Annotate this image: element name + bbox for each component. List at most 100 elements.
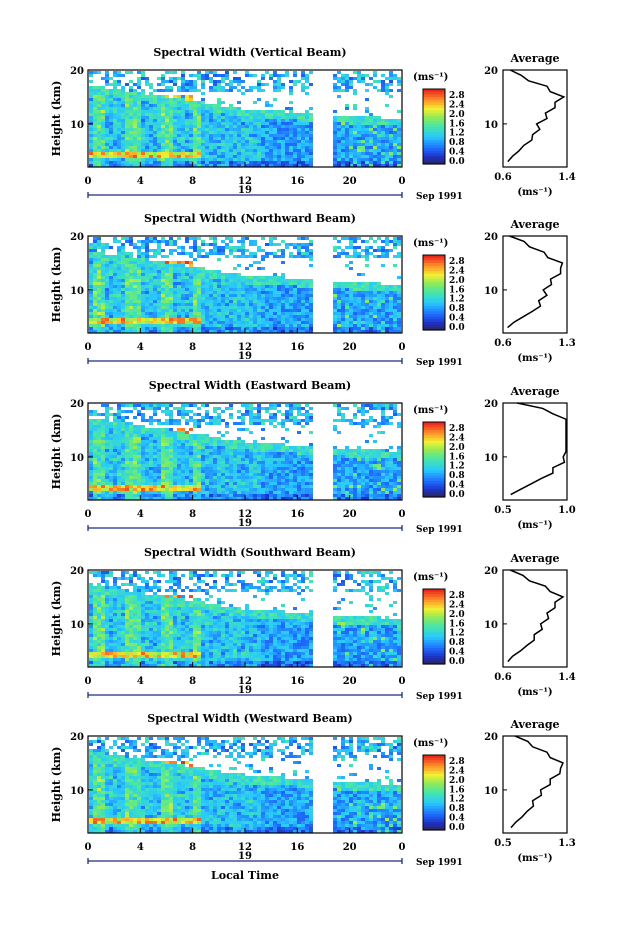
heatmap-cell — [189, 149, 193, 152]
heatmap-cell — [337, 431, 341, 434]
heatmap-cell — [121, 276, 125, 279]
heatmap-cell — [369, 246, 373, 249]
heatmap-cell — [297, 128, 301, 131]
heatmap-cell — [333, 464, 337, 467]
heatmap-cell — [145, 455, 149, 458]
heatmap-cell — [213, 470, 217, 473]
heatmap-cell — [381, 83, 385, 86]
heatmap-cell — [389, 464, 393, 467]
heatmap-cell — [141, 255, 145, 258]
heatmap-cell — [129, 279, 133, 282]
heatmap-cell — [393, 155, 397, 158]
heatmap-cell — [125, 113, 129, 116]
heatmap-cell — [101, 146, 105, 149]
heatmap-cell — [149, 240, 153, 243]
heatmap-cell — [117, 449, 121, 452]
heatmap-cell — [197, 285, 201, 288]
heatmap-cell — [157, 155, 161, 158]
heatmap-cell — [213, 446, 217, 449]
heatmap-cell — [345, 158, 349, 161]
heatmap-cell — [121, 155, 125, 158]
heatmap-cell — [129, 443, 133, 446]
heatmap-cell — [121, 425, 125, 428]
x-tick-label: 16 — [290, 176, 304, 187]
heatmap-cell — [173, 240, 177, 243]
heatmap-cell — [337, 404, 341, 407]
heatmap-cell — [381, 461, 385, 464]
heatmap-cell — [169, 413, 173, 416]
heatmap-cell — [301, 312, 305, 315]
heatmap-cell — [297, 422, 301, 425]
heatmap-cell — [89, 467, 93, 470]
heatmap-cell — [137, 273, 141, 276]
heatmap-cell — [133, 327, 137, 330]
heatmap-cell — [145, 288, 149, 291]
heatmap-cell — [257, 246, 261, 249]
heatmap-cell — [181, 140, 185, 143]
heatmap-cell — [145, 264, 149, 267]
heatmap-cell — [393, 240, 397, 243]
heatmap-cell — [369, 83, 373, 86]
heatmap-cell — [229, 294, 233, 297]
heatmap-cell — [205, 143, 209, 146]
heatmap-cell — [209, 330, 213, 333]
heatmap-cell — [117, 470, 121, 473]
heatmap-cell — [193, 449, 197, 452]
heatmap-cell — [269, 404, 273, 407]
heatmap-cell — [341, 119, 345, 122]
colorbar-swatch — [423, 276, 445, 280]
heatmap-cell — [337, 158, 341, 161]
heatmap-cell — [125, 422, 129, 425]
heatmap-cell — [293, 312, 297, 315]
heatmap-cell — [149, 92, 153, 95]
heatmap-cell — [173, 443, 177, 446]
heatmap-cell — [289, 413, 293, 416]
heatmap-cell — [285, 410, 289, 413]
heatmap-cell — [285, 306, 289, 309]
heatmap-cell — [185, 294, 189, 297]
heatmap-cell — [353, 92, 357, 95]
heatmap-cell — [345, 107, 349, 110]
heatmap-cell — [205, 107, 209, 110]
heatmap-cell — [357, 255, 361, 258]
heatmap-cell — [269, 291, 273, 294]
heatmap-cell — [157, 288, 161, 291]
heatmap-cell — [165, 161, 169, 164]
heatmap-cell — [201, 155, 205, 158]
heatmap-cell — [245, 113, 249, 116]
heatmap-cell — [181, 80, 185, 83]
heatmap-cell — [381, 324, 385, 327]
heatmap-cell — [293, 422, 297, 425]
heatmap-cell — [97, 452, 101, 455]
heatmap-cell — [229, 315, 233, 318]
heatmap-cell — [113, 116, 117, 119]
heatmap-cell — [129, 449, 133, 452]
heatmap-cell — [273, 327, 277, 330]
heatmap-cell — [149, 327, 153, 330]
heatmap-cell — [153, 98, 157, 101]
heatmap-cell — [105, 422, 109, 425]
heatmap-cell — [181, 330, 185, 333]
heatmap-cell — [369, 131, 373, 134]
heatmap-cell — [221, 152, 225, 155]
heatmap-cell — [281, 303, 285, 306]
heatmap-cell — [369, 134, 373, 137]
heatmap-cell — [105, 464, 109, 467]
heatmap-cell — [213, 152, 217, 155]
heatmap-cell — [141, 467, 145, 470]
heatmap-cell — [133, 95, 137, 98]
heatmap-cell — [237, 461, 241, 464]
heatmap-cell — [237, 264, 241, 267]
heatmap-cell — [249, 306, 253, 309]
colorbar-tick-label: 2.8 — [449, 257, 465, 267]
heatmap-cell — [101, 92, 105, 95]
heatmap-cell — [157, 77, 161, 80]
heatmap-cell — [389, 125, 393, 128]
heatmap-cell — [181, 288, 185, 291]
heatmap-cell — [385, 300, 389, 303]
heatmap-cell — [309, 255, 313, 258]
heatmap-cell — [93, 294, 97, 297]
heatmap-cell — [113, 240, 117, 243]
heatmap-cell — [89, 428, 93, 431]
heatmap-cell — [365, 164, 369, 167]
